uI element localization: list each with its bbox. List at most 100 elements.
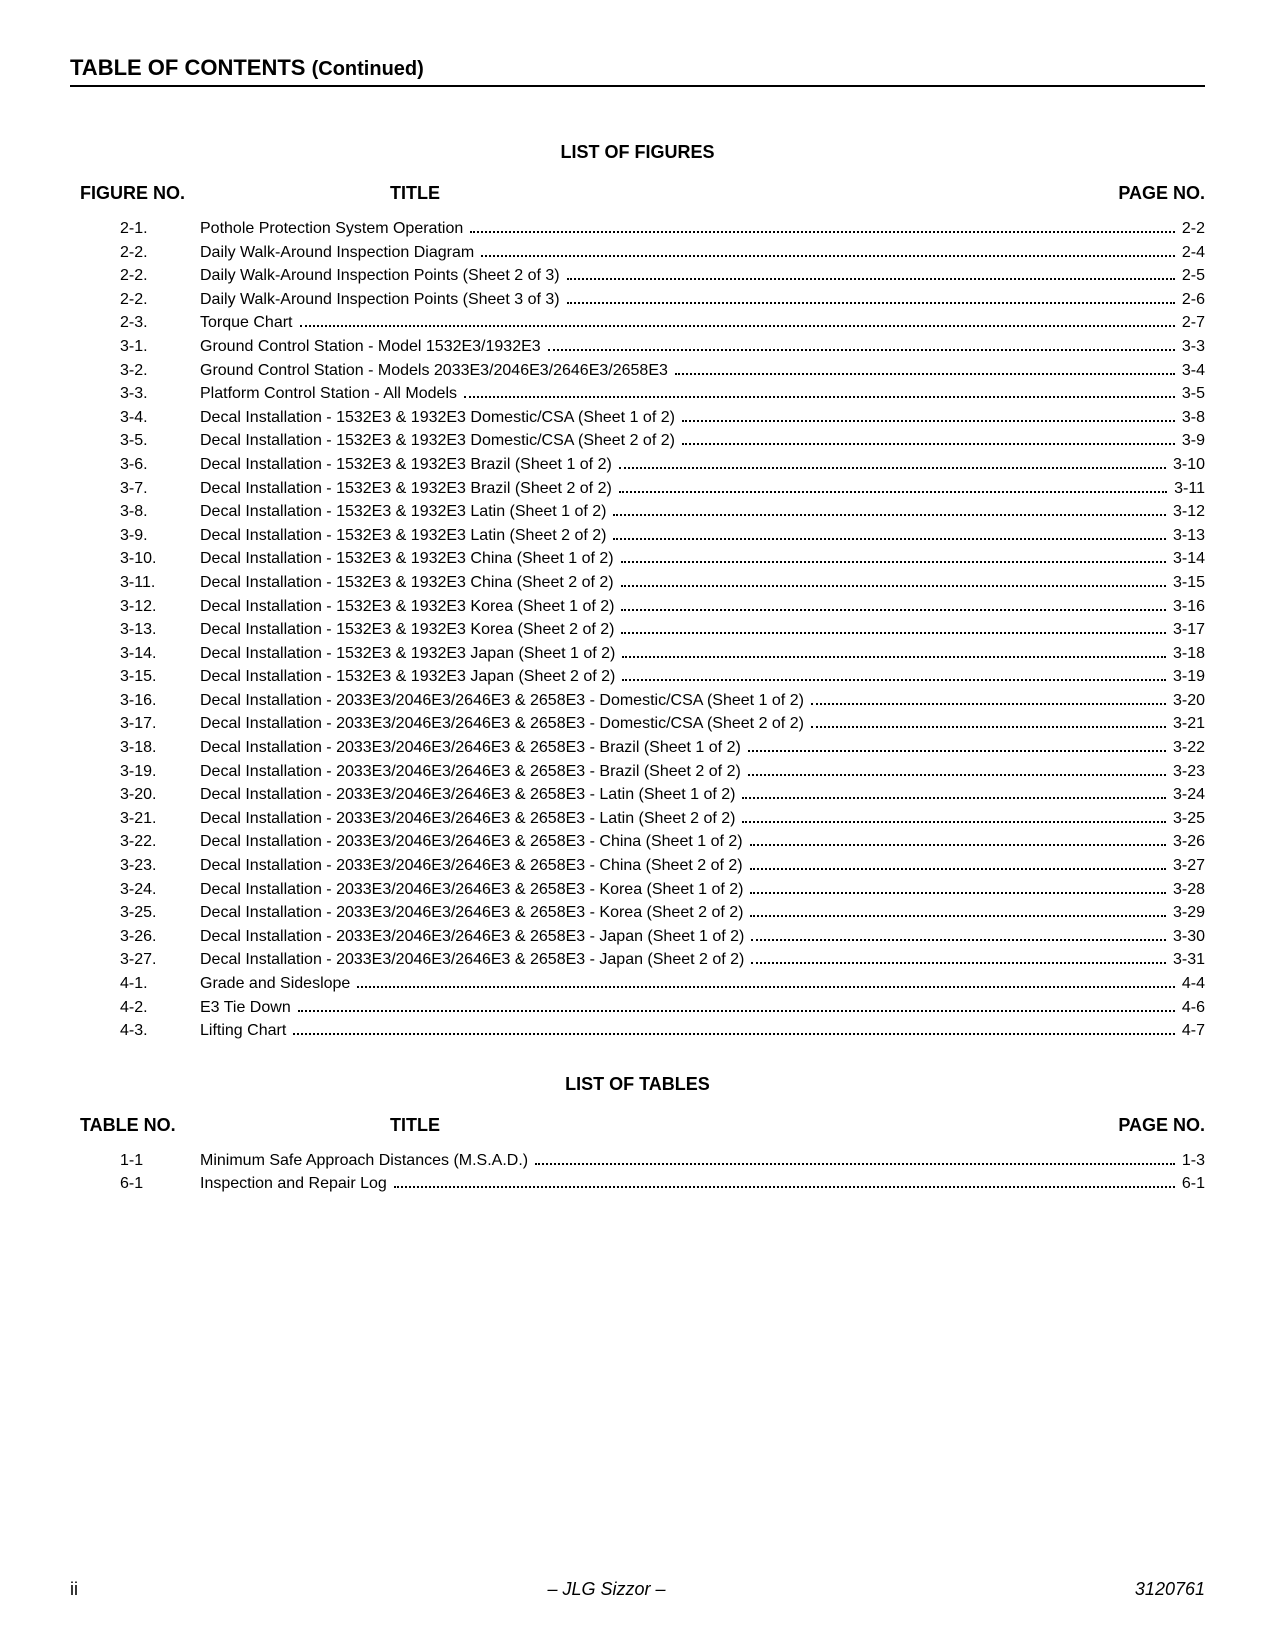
toc-row-page: 3-5 (1178, 383, 1205, 405)
toc-row: 4-1.Grade and Sideslope 4-4 (120, 973, 1205, 995)
toc-row-number: 3-5. (120, 430, 200, 452)
toc-row-page: 3-23 (1169, 761, 1205, 783)
dot-leader (750, 868, 1166, 870)
figures-column-headers: FIGURE NO. TITLE PAGE NO. (70, 183, 1205, 204)
toc-row-title: Daily Walk-Around Inspection Points (She… (200, 265, 564, 287)
toc-row-page: 3-3 (1178, 336, 1205, 358)
toc-row-title: Lifting Chart (200, 1020, 290, 1042)
toc-row-number: 2-2. (120, 242, 200, 264)
toc-row: 3-13.Decal Installation - 1532E3 & 1932E… (120, 619, 1205, 641)
toc-row: 3-19.Decal Installation - 2033E3/2046E3/… (120, 761, 1205, 783)
toc-row: 1-1Minimum Safe Approach Distances (M.S.… (120, 1150, 1205, 1172)
toc-row-title: Decal Installation - 2033E3/2046E3/2646E… (200, 831, 747, 853)
toc-row-title: Platform Control Station - All Models (200, 383, 461, 405)
toc-row-page: 3-31 (1169, 949, 1205, 971)
toc-row: 3-12.Decal Installation - 1532E3 & 1932E… (120, 596, 1205, 618)
toc-row: 3-27.Decal Installation - 2033E3/2046E3/… (120, 949, 1205, 971)
toc-row: 3-4.Decal Installation - 1532E3 & 1932E3… (120, 407, 1205, 429)
toc-row-title: Decal Installation - 2033E3/2046E3/2646E… (200, 713, 808, 735)
toc-row-number: 6-1 (120, 1173, 200, 1195)
toc-row-page: 3-15 (1169, 572, 1205, 594)
spacer (70, 1044, 1205, 1074)
toc-row-title: Grade and Sideslope (200, 973, 354, 995)
toc-row-number: 3-4. (120, 407, 200, 429)
toc-row-title: Daily Walk-Around Inspection Diagram (200, 242, 478, 264)
toc-row: 3-24.Decal Installation - 2033E3/2046E3/… (120, 879, 1205, 901)
dot-leader (811, 726, 1166, 728)
dot-leader (470, 231, 1175, 233)
toc-row-title: Decal Installation - 2033E3/2046E3/2646E… (200, 926, 748, 948)
toc-row-title: Daily Walk-Around Inspection Points (She… (200, 289, 564, 311)
dot-leader (748, 750, 1166, 752)
toc-row-number: 3-12. (120, 596, 200, 618)
toc-row-page: 2-6 (1178, 289, 1205, 311)
toc-row-number: 4-1. (120, 973, 200, 995)
toc-row-page: 2-5 (1178, 265, 1205, 287)
toc-row-number: 2-2. (120, 265, 200, 287)
toc-row-page: 2-4 (1178, 242, 1205, 264)
toc-row-title: Decal Installation - 2033E3/2046E3/2646E… (200, 902, 747, 924)
toc-row-page: 2-7 (1178, 312, 1205, 334)
toc-row-number: 3-3. (120, 383, 200, 405)
toc-row-page: 3-21 (1169, 713, 1205, 735)
dot-leader (619, 491, 1167, 493)
toc-row-number: 1-1 (120, 1150, 200, 1172)
toc-row-title: Minimum Safe Approach Distances (M.S.A.D… (200, 1150, 532, 1172)
toc-row: 6-1Inspection and Repair Log6-1 (120, 1173, 1205, 1195)
toc-row-page: 4-4 (1178, 973, 1205, 995)
toc-row-title: Decal Installation - 1532E3 & 1932E3 Chi… (200, 572, 618, 594)
toc-row: 2-1.Pothole Protection System Operation2… (120, 218, 1205, 240)
toc-row: 3-14.Decal Installation - 1532E3 & 1932E… (120, 643, 1205, 665)
dot-leader (619, 467, 1166, 469)
toc-row-number: 3-10. (120, 548, 200, 570)
page-footer: ii – JLG Sizzor – 3120761 (70, 1579, 1205, 1600)
toc-row-number: 2-2. (120, 289, 200, 311)
dot-leader (481, 255, 1175, 257)
toc-row: 3-21.Decal Installation - 2033E3/2046E3/… (120, 808, 1205, 830)
dot-leader (622, 679, 1166, 681)
figures-section-title: LIST OF FIGURES (70, 142, 1205, 163)
toc-row-number: 3-21. (120, 808, 200, 830)
toc-row-number: 4-3. (120, 1020, 200, 1042)
toc-row-title: Ground Control Station - Model 1532E3/19… (200, 336, 545, 358)
toc-row-number: 2-3. (120, 312, 200, 334)
toc-row: 3-5.Decal Installation - 1532E3 & 1932E3… (120, 430, 1205, 452)
figures-list: 2-1.Pothole Protection System Operation2… (70, 218, 1205, 1042)
toc-row-number: 3-15. (120, 666, 200, 688)
toc-row-title: Decal Installation - 2033E3/2046E3/2646E… (200, 784, 739, 806)
dot-leader (748, 774, 1166, 776)
toc-row-title: Inspection and Repair Log (200, 1173, 391, 1195)
toc-row-number: 3-26. (120, 926, 200, 948)
dot-leader (357, 986, 1175, 988)
toc-row-number: 3-16. (120, 690, 200, 712)
toc-row-page: 3-22 (1169, 737, 1205, 759)
toc-row: 2-3.Torque Chart 2-7 (120, 312, 1205, 334)
toc-row-title: Pothole Protection System Operation (200, 218, 467, 240)
toc-row-number: 3-8. (120, 501, 200, 523)
dot-leader (621, 585, 1166, 587)
dot-leader (811, 703, 1166, 705)
toc-row: 3-3.Platform Control Station - All Model… (120, 383, 1205, 405)
tables-col-mid: TITLE (240, 1115, 1055, 1136)
dot-leader (293, 1033, 1175, 1035)
toc-row: 3-1.Ground Control Station - Model 1532E… (120, 336, 1205, 358)
toc-row-number: 3-20. (120, 784, 200, 806)
toc-row-title: Decal Installation - 1532E3 & 1932E3 Lat… (200, 501, 610, 523)
toc-row-page: 3-14 (1169, 548, 1205, 570)
dot-leader (682, 420, 1175, 422)
toc-row-page: 3-30 (1169, 926, 1205, 948)
toc-row-page: 3-29 (1169, 902, 1205, 924)
footer-doc-number: 3120761 (1135, 1579, 1205, 1600)
dot-leader (567, 278, 1175, 280)
toc-row-page: 3-9 (1178, 430, 1205, 452)
toc-row: 3-25.Decal Installation - 2033E3/2046E3/… (120, 902, 1205, 924)
toc-row-title: Decal Installation - 1532E3 & 1932E3 Lat… (200, 525, 610, 547)
dot-leader (567, 302, 1175, 304)
toc-row: 3-15.Decal Installation - 1532E3 & 1932E… (120, 666, 1205, 688)
dot-leader (300, 325, 1175, 327)
toc-row: 3-22.Decal Installation - 2033E3/2046E3/… (120, 831, 1205, 853)
dot-leader (394, 1186, 1175, 1188)
toc-row-title: Torque Chart (200, 312, 297, 334)
toc-row-title: Decal Installation - 1532E3 & 1932E3 Kor… (200, 596, 618, 618)
toc-row-title: Decal Installation - 2033E3/2046E3/2646E… (200, 949, 748, 971)
